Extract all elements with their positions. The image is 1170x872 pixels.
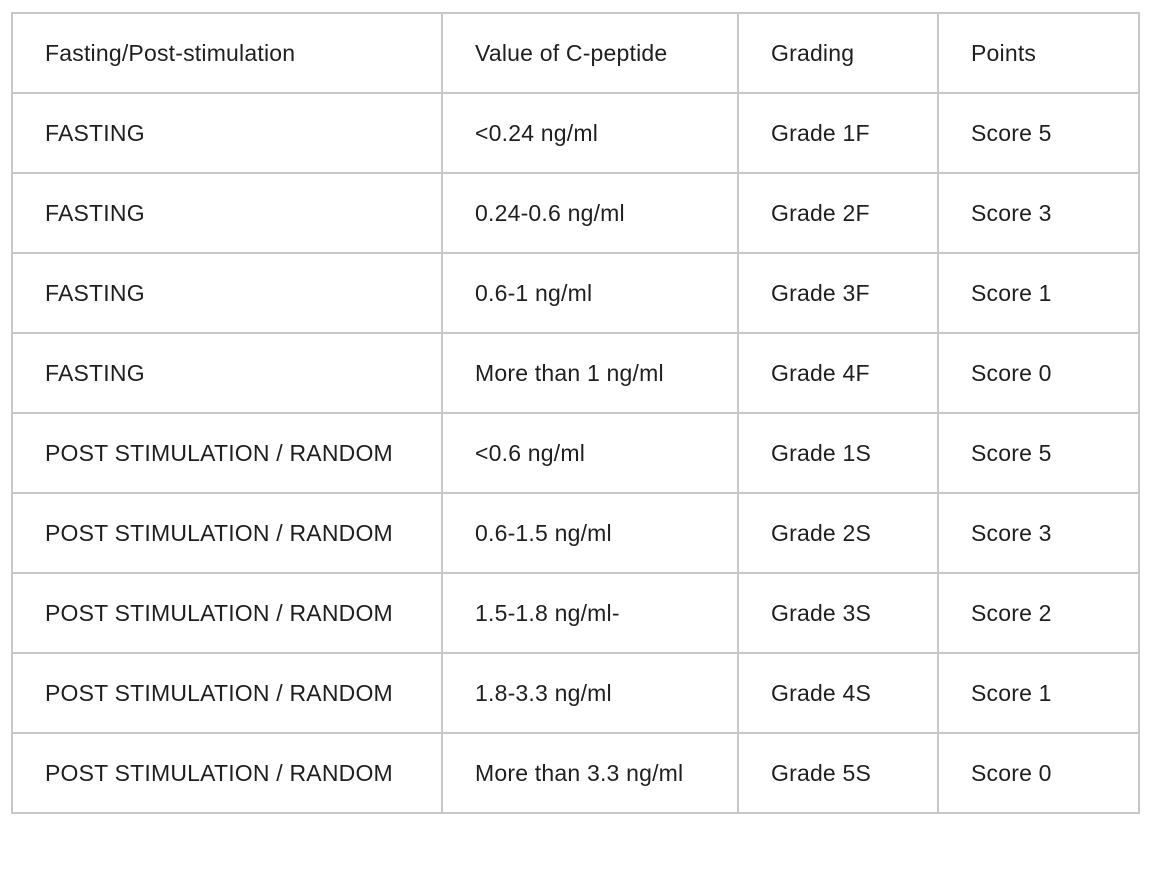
cell-c-peptide-value: 0.24-0.6 ng/ml [441,172,739,254]
table-row: FASTING More than 1 ng/ml Grade 4F Score… [11,332,1140,414]
cell-c-peptide-value: 0.6-1.5 ng/ml [441,492,739,574]
cell-score: Score 5 [937,412,1140,494]
cell-score: Score 0 [937,332,1140,414]
table-header-row: Fasting/Post-stimulation Value of C-pept… [11,12,1140,94]
cell-score: Score 3 [937,492,1140,574]
cell-condition: FASTING [11,332,443,414]
cell-score: Score 2 [937,572,1140,654]
cell-condition: POST STIMULATION / RANDOM [11,412,443,494]
table-row: POST STIMULATION / RANDOM <0.6 ng/ml Gra… [11,412,1140,494]
cell-score: Score 5 [937,92,1140,174]
cell-c-peptide-value: 1.5-1.8 ng/ml- [441,572,739,654]
cell-score: Score 0 [937,732,1140,814]
cell-c-peptide-value: More than 1 ng/ml [441,332,739,414]
c-peptide-grading-table: Fasting/Post-stimulation Value of C-pept… [11,12,1140,814]
cell-grade: Grade 3S [737,572,939,654]
table-row: POST STIMULATION / RANDOM 0.6-1.5 ng/ml … [11,492,1140,574]
cell-c-peptide-value: <0.24 ng/ml [441,92,739,174]
cell-score: Score 1 [937,652,1140,734]
cell-grade: Grade 2S [737,492,939,574]
cell-condition: POST STIMULATION / RANDOM [11,492,443,574]
cell-grade: Grade 1S [737,412,939,494]
header-points: Points [937,12,1140,94]
table-row: POST STIMULATION / RANDOM 1.8-3.3 ng/ml … [11,652,1140,734]
cell-grade: Grade 4S [737,652,939,734]
cell-grade: Grade 5S [737,732,939,814]
table-row: POST STIMULATION / RANDOM 1.5-1.8 ng/ml-… [11,572,1140,654]
cell-condition: FASTING [11,252,443,334]
cell-condition: POST STIMULATION / RANDOM [11,572,443,654]
cell-condition: POST STIMULATION / RANDOM [11,732,443,814]
cell-score: Score 1 [937,252,1140,334]
header-fasting-post-stimulation: Fasting/Post-stimulation [11,12,443,94]
cell-condition: FASTING [11,172,443,254]
cell-grade: Grade 1F [737,92,939,174]
table-row: FASTING 0.6-1 ng/ml Grade 3F Score 1 [11,252,1140,334]
cell-condition: POST STIMULATION / RANDOM [11,652,443,734]
cell-grade: Grade 2F [737,172,939,254]
cell-grade: Grade 4F [737,332,939,414]
header-grading: Grading [737,12,939,94]
cell-c-peptide-value: More than 3.3 ng/ml [441,732,739,814]
table-row: FASTING <0.24 ng/ml Grade 1F Score 5 [11,92,1140,174]
cell-score: Score 3 [937,172,1140,254]
header-value-of-c-peptide: Value of C-peptide [441,12,739,94]
cell-c-peptide-value: <0.6 ng/ml [441,412,739,494]
table-container: Fasting/Post-stimulation Value of C-pept… [11,12,1140,814]
cell-grade: Grade 3F [737,252,939,334]
cell-condition: FASTING [11,92,443,174]
cell-c-peptide-value: 0.6-1 ng/ml [441,252,739,334]
table-row: POST STIMULATION / RANDOM More than 3.3 … [11,732,1140,814]
cell-c-peptide-value: 1.8-3.3 ng/ml [441,652,739,734]
table-row: FASTING 0.24-0.6 ng/ml Grade 2F Score 3 [11,172,1140,254]
